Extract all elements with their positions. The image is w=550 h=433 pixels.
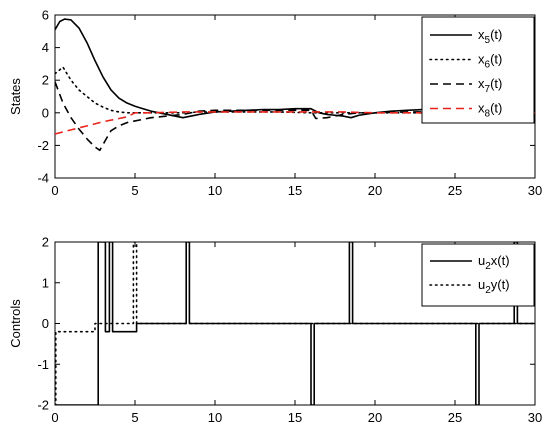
x-tick-label: 10 xyxy=(208,183,222,198)
y-tick-label: 2 xyxy=(42,235,49,250)
x-tick-label: 5 xyxy=(131,410,138,425)
y-tick-label: -2 xyxy=(37,138,49,153)
y-tick-label: 1 xyxy=(42,275,49,290)
y-tick-label: 2 xyxy=(42,73,49,88)
x-tick-label: 25 xyxy=(448,410,462,425)
legend-entry-label: x6(t) xyxy=(478,52,502,71)
x-tick-label: 0 xyxy=(51,183,58,198)
controls-panel: 0 5 10 15 20 25 30 -2 -1 0 1 2 Controls u2x(t) u2y(t) xyxy=(8,235,542,426)
y-tick-label: 0 xyxy=(42,316,49,331)
x-tick-label: 15 xyxy=(288,183,302,198)
y-tick-label: -2 xyxy=(37,398,49,413)
legend-entry-label: x5(t) xyxy=(478,27,502,46)
y-axis-label: States xyxy=(8,78,23,115)
states-panel: 0 5 10 15 20 25 30 -4 -2 0 2 4 6 States x5(t) x6(t) x7(t… xyxy=(8,8,542,199)
series-line-2 xyxy=(55,66,535,114)
x-tick-label: 25 xyxy=(448,183,462,198)
legend-entry-label: x8(t) xyxy=(478,101,502,120)
x-tick-label: 30 xyxy=(528,183,542,198)
x-tick-label: 20 xyxy=(368,183,382,198)
legend-entry-label: u2x(t) xyxy=(478,253,510,272)
y-tick-label: -1 xyxy=(37,357,49,372)
x-tick-label: 20 xyxy=(368,410,382,425)
y-tick-label: 4 xyxy=(42,40,49,55)
legend: u2x(t) u2y(t) xyxy=(421,243,535,307)
y-axis-label: Controls xyxy=(8,299,23,348)
x-tick-label: 0 xyxy=(51,410,58,425)
legend-entry-label: u2y(t) xyxy=(478,277,510,296)
x-tick-label: 10 xyxy=(208,410,222,425)
legend: x5(t) x6(t) x7(t) x8(t) xyxy=(421,16,535,124)
series-line-2 xyxy=(55,242,535,405)
y-tick-label: 6 xyxy=(42,8,49,23)
x-tick-label: 5 xyxy=(131,183,138,198)
x-tick-label: 30 xyxy=(528,410,542,425)
y-tick-label: -4 xyxy=(37,171,49,186)
x-tick-label: 15 xyxy=(288,410,302,425)
legend-entry-label: x7(t) xyxy=(478,76,502,95)
series-line-1 xyxy=(55,242,535,405)
legend-box xyxy=(421,243,535,307)
y-tick-label: 0 xyxy=(42,105,49,120)
